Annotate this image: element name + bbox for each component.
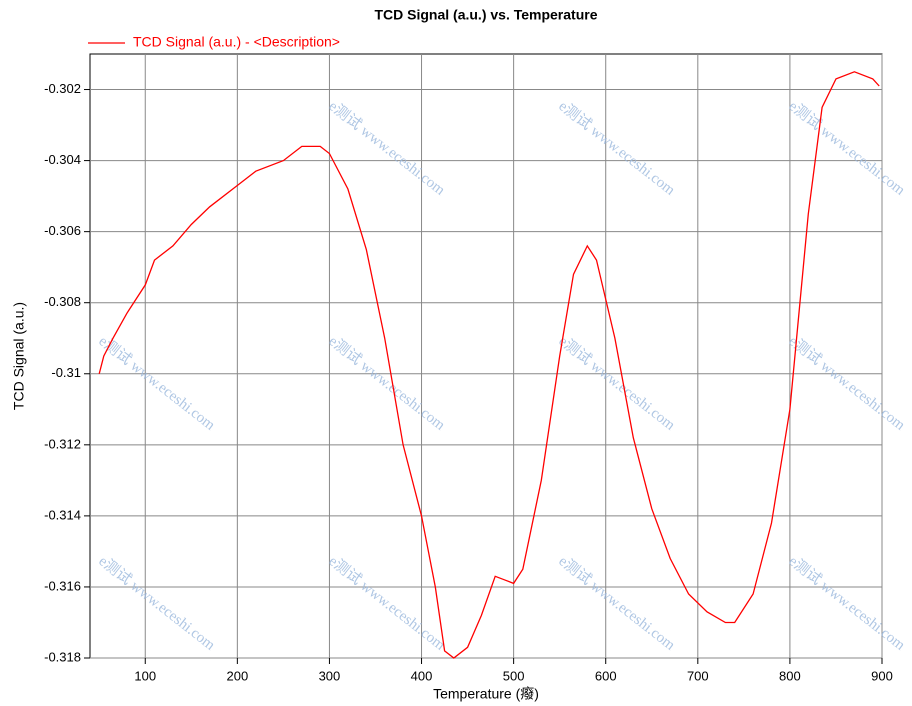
y-tick-label: -0.304 xyxy=(44,152,81,167)
y-tick-label: -0.306 xyxy=(44,223,81,238)
x-tick-label: 600 xyxy=(595,668,617,683)
legend-label: TCD Signal (a.u.) - <Description> xyxy=(133,34,340,50)
x-tick-label: 700 xyxy=(687,668,709,683)
x-axis-label: Temperature (癈) xyxy=(433,686,539,702)
y-tick-label: -0.312 xyxy=(44,436,81,451)
x-tick-label: 400 xyxy=(411,668,433,683)
x-tick-label: 900 xyxy=(871,668,893,683)
y-tick-label: -0.318 xyxy=(44,649,81,664)
y-axis-label: TCD Signal (a.u.) xyxy=(11,302,27,410)
x-tick-label: 200 xyxy=(226,668,248,683)
plot-area xyxy=(89,53,883,659)
y-tick-label: -0.31 xyxy=(51,365,81,380)
x-tick-label: 300 xyxy=(319,668,341,683)
x-tick-label: 100 xyxy=(134,668,156,683)
data-line xyxy=(98,71,880,659)
chart-title: TCD Signal (a.u.) vs. Temperature xyxy=(374,7,597,23)
y-tick-label: -0.302 xyxy=(44,81,81,96)
x-tick-label: 800 xyxy=(779,668,801,683)
x-tick-label: 500 xyxy=(503,668,525,683)
y-tick-label: -0.308 xyxy=(44,294,81,309)
y-tick-label: -0.314 xyxy=(44,507,81,522)
y-tick-label: -0.316 xyxy=(44,578,81,593)
